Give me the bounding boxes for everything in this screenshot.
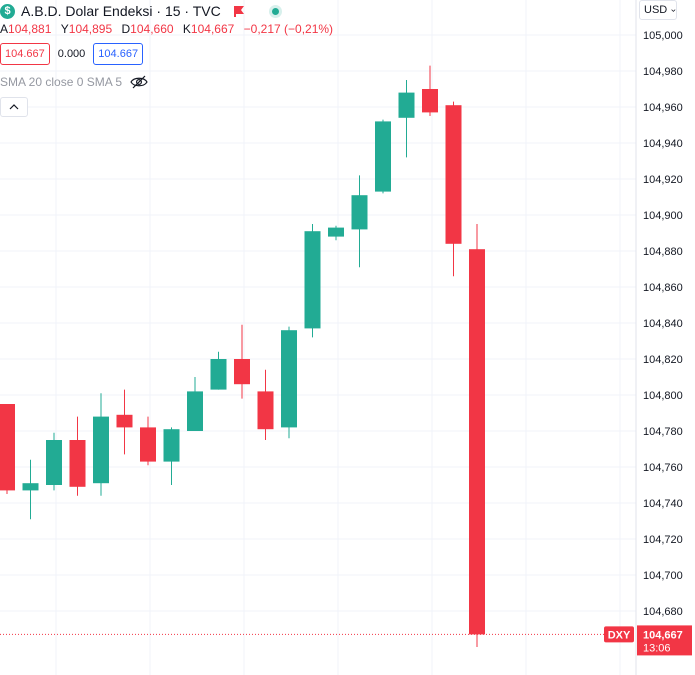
bar-countdown: 13:06	[643, 642, 671, 654]
y-tick-label: 104,780	[643, 426, 683, 438]
candle-body	[140, 427, 156, 462]
ohlc-high-key: Y	[60, 22, 69, 36]
ohlc-low-key: D	[121, 22, 131, 36]
live-dot-icon	[268, 4, 282, 18]
candle[interactable]	[257, 369, 274, 440]
buy-button[interactable]: 104.667	[93, 43, 144, 65]
candle[interactable]	[69, 416, 86, 496]
ohlc-readout: A104,881 Y104,895 D104,660 K104,667 −0,2…	[0, 22, 333, 36]
ohlc-low-value: 104,660	[130, 22, 174, 36]
candle-body	[422, 89, 438, 113]
eye-off-icon[interactable]	[130, 75, 148, 89]
last-price-value: 104,667	[643, 629, 683, 641]
candle[interactable]	[328, 225, 344, 241]
y-tick-label: 104,960	[643, 102, 683, 114]
candle-body	[445, 105, 462, 244]
candle[interactable]	[140, 416, 156, 466]
ohlc-close-value: 104,667	[190, 22, 235, 36]
candle[interactable]	[281, 326, 297, 439]
price-axis: 105,000 104,980 104,960 104,940 104,920 104,9…	[635, 0, 683, 675]
y-tick-label: 104,900	[643, 210, 683, 222]
candle[interactable]	[351, 175, 368, 268]
indicator-label[interactable]: SMA 20 close 0 SMA 5	[0, 75, 123, 89]
symbol-tag	[604, 626, 634, 643]
trade-prices: 104.667 0.000 104.667	[0, 43, 144, 65]
candle-body	[163, 429, 180, 462]
ohlc-open-value: 104,881	[8, 22, 52, 36]
candle-body	[398, 92, 415, 118]
candle[interactable]	[93, 393, 109, 496]
candles	[0, 65, 485, 647]
candle[interactable]	[375, 119, 391, 194]
collapse-legend-button[interactable]	[0, 97, 28, 117]
y-tick-label: 104,680	[643, 606, 683, 618]
candle[interactable]	[163, 427, 180, 485]
candle[interactable]	[187, 377, 203, 431]
y-tick-label: 104,980	[643, 66, 683, 78]
candle[interactable]	[116, 389, 133, 455]
ohlc-open-key: A	[0, 22, 9, 36]
candle[interactable]	[445, 101, 462, 277]
candle-body	[46, 440, 62, 485]
candle-body	[116, 414, 133, 428]
dollar-logo-icon: $	[0, 3, 15, 19]
y-tick-label: 104,700	[643, 570, 683, 582]
candle-body	[375, 121, 391, 192]
candle-body	[210, 359, 227, 390]
y-tick-label: 104,940	[643, 138, 683, 150]
y-tick-label: 104,860	[643, 282, 683, 294]
y-tick-label: 104,760	[643, 462, 683, 474]
candle[interactable]	[234, 324, 250, 399]
symbol-title[interactable]: A.B.D. Dolar Endeksi · 15 · TVC	[21, 3, 221, 19]
candle-body	[0, 404, 15, 491]
candle-body	[328, 227, 344, 237]
y-tick-label: 104,800	[643, 390, 683, 402]
y-tick-label: 104,920	[643, 174, 683, 186]
candle-body	[469, 249, 485, 635]
candle-body	[281, 330, 297, 428]
sell-button[interactable]: 104.667	[0, 43, 50, 65]
y-tick-label: 105,000	[643, 30, 683, 42]
y-tick-label: 104,720	[643, 534, 683, 546]
candle[interactable]	[0, 404, 15, 494]
chevron-up-icon	[9, 104, 19, 110]
candle[interactable]	[46, 432, 62, 491]
candle-body	[234, 359, 250, 385]
symbol-title-row[interactable]: $ A.B.D. Dolar Endeksi · 15 · TVC	[0, 2, 282, 20]
ohlc-high-value: 104,895	[68, 22, 113, 36]
candle-body	[257, 391, 274, 430]
candle-body	[187, 391, 203, 431]
change-value: −0,217 (−0,21%)	[243, 22, 334, 36]
currency-dropdown[interactable]: USD	[639, 0, 677, 20]
candle[interactable]	[210, 351, 227, 390]
y-tick-label: 104,820	[643, 354, 683, 366]
candle[interactable]	[398, 80, 415, 158]
currency-label: USD	[644, 4, 668, 16]
y-tick-label: 104,840	[643, 318, 683, 330]
candle-body	[304, 231, 321, 329]
candle[interactable]	[422, 65, 438, 116]
candle[interactable]	[469, 224, 485, 647]
y-tick-label: 104,740	[643, 498, 683, 510]
candle[interactable]	[22, 459, 39, 520]
symbol-tag-label: DXY	[608, 629, 631, 641]
candle-body	[351, 195, 368, 230]
flag-icon[interactable]	[233, 5, 245, 17]
ohlc-close-key: K	[182, 22, 191, 36]
chevron-down-icon	[671, 8, 676, 12]
candle-body	[93, 416, 109, 484]
last-price-badge	[637, 625, 692, 656]
candle-body	[69, 440, 86, 487]
candle-body	[22, 483, 39, 491]
y-tick-label: 104,880	[643, 246, 683, 258]
spread-value: 0.000	[57, 48, 86, 60]
candle[interactable]	[304, 224, 321, 338]
grid	[0, 0, 636, 675]
indicator-legend[interactable]: SMA 20 close 0 SMA 5	[0, 75, 148, 89]
